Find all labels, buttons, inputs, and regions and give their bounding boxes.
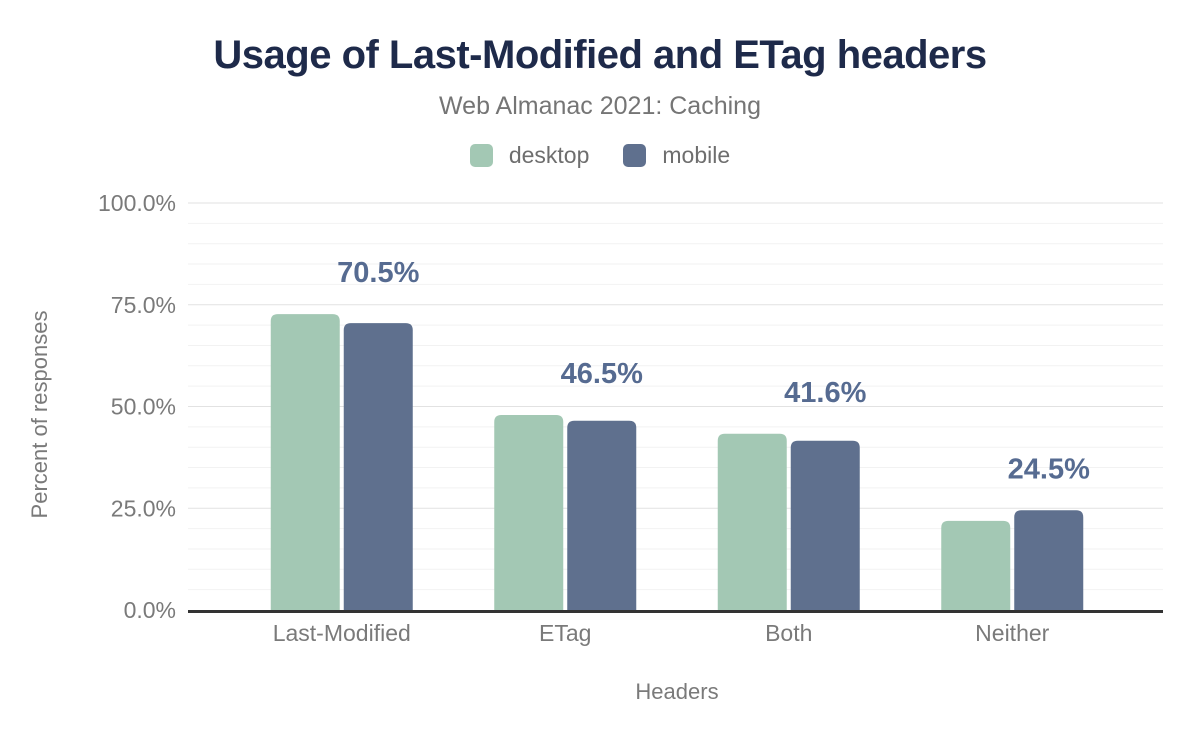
bar-desktop-Last-Modified <box>270 314 340 610</box>
x-tick-label: ETag <box>539 620 591 646</box>
legend: desktop mobile <box>0 142 1200 169</box>
x-axis-title: Headers <box>635 679 718 704</box>
legend-swatch-mobile <box>623 144 647 167</box>
legend-item-mobile: mobile <box>623 142 730 169</box>
x-tick-label: Both <box>765 620 812 646</box>
bar-mobile-Neither <box>1014 510 1084 610</box>
y-tick-label: 25.0% <box>111 495 176 521</box>
chart-subtitle: Web Almanac 2021: Caching <box>439 92 761 120</box>
legend-label-desktop: desktop <box>508 142 590 168</box>
value-label-Neither: 24.5% <box>1008 453 1090 485</box>
value-label-Both: 41.6% <box>784 377 866 409</box>
bar-mobile-Both <box>790 440 860 610</box>
x-tick-label: Last-Modified <box>273 620 411 646</box>
bar-mobile-ETag <box>567 420 637 610</box>
bar-desktop-Both <box>717 433 787 610</box>
y-tick-label: 100.0% <box>98 190 176 216</box>
x-tick-label: Neither <box>975 620 1049 646</box>
chart-title: Usage of Last-Modified and ETag headers <box>213 33 987 77</box>
value-label-ETag: 46.5% <box>561 358 643 390</box>
y-tick-label: 0.0% <box>124 597 176 623</box>
bar-desktop-ETag <box>494 415 564 610</box>
y-tick-label: 50.0% <box>111 394 176 420</box>
legend-label-mobile: mobile <box>662 142 731 168</box>
legend-swatch-desktop <box>469 144 493 167</box>
value-label-Last-Modified: 70.5% <box>337 257 419 289</box>
bar-mobile-Last-Modified <box>343 323 413 610</box>
y-tick-label: 75.0% <box>111 292 176 318</box>
y-axis-title: Percent of responses <box>27 311 52 519</box>
legend-item-desktop: desktop <box>469 142 590 169</box>
bar-desktop-Neither <box>941 520 1011 610</box>
